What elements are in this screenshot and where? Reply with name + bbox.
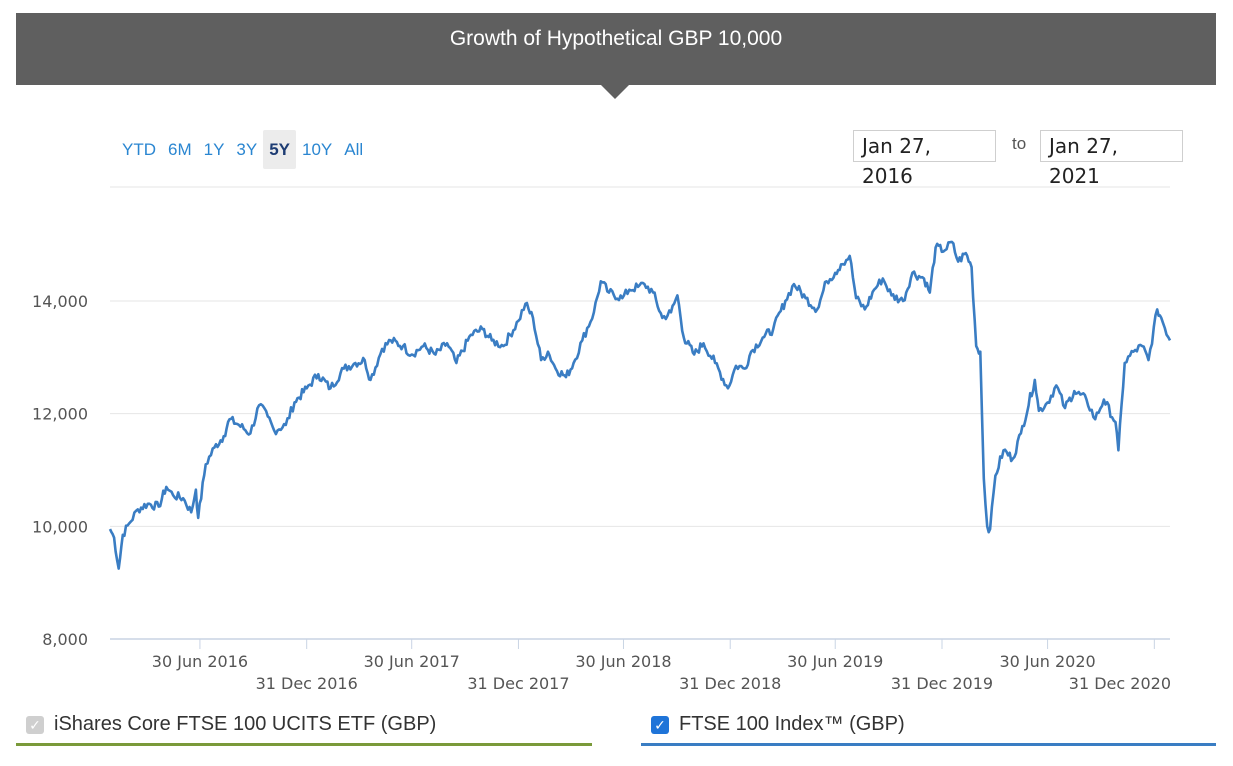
growth-line-chart: 8,000 10,000 12,000 14,000 30 Jun 2016 31 Dec… — [32, 186, 1172, 693]
chart-header: Growth of Hypothetical GBP 10,000 — [16, 13, 1216, 85]
etf-checkbox[interactable]: ✓ — [26, 715, 44, 734]
range-button-ytd[interactable]: YTD — [116, 130, 162, 169]
series-line-ftse-100-index — [108, 240, 1172, 570]
date-to-input[interactable]: Jan 27, 2021 — [1040, 130, 1183, 188]
x-tick-label: 31 Dec 2016 — [256, 674, 358, 693]
range-button-10y[interactable]: 10Y — [296, 130, 338, 169]
x-tick-label: 31 Dec 2017 — [467, 674, 569, 693]
y-tick-label: 10,000 — [32, 517, 88, 536]
range-button-all[interactable]: All — [338, 130, 369, 169]
range-button-5y[interactable]: 5Y — [263, 130, 297, 169]
range-button-6m[interactable]: 6M — [162, 130, 198, 169]
range-selector: YTD 6M 1Y 3Y 5Y 10Y All — [116, 130, 369, 169]
range-button-3y[interactable]: 3Y — [230, 130, 263, 169]
x-tick-label: 30 Jun 2017 — [364, 652, 460, 671]
legend-item-etf[interactable]: ✓ iShares Core FTSE 100 UCITS ETF (GBP) — [16, 706, 592, 746]
x-tick-label: 30 Jun 2020 — [999, 652, 1095, 671]
x-tick-label: 31 Dec 2020 — [1069, 674, 1171, 693]
legend-item-index[interactable]: ✓ FTSE 100 Index™ (GBP) — [641, 706, 1216, 746]
index-checkbox[interactable]: ✓ — [651, 715, 669, 734]
chart-title: Growth of Hypothetical GBP 10,000 — [449, 27, 783, 50]
x-tick-label: 30 Jun 2016 — [152, 652, 248, 671]
y-tick-label: 14,000 — [32, 292, 88, 311]
range-button-1y[interactable]: 1Y — [198, 130, 231, 169]
legend-label-index: FTSE 100 Index™ (GBP) — [679, 713, 905, 735]
x-tick-label: 30 Jun 2019 — [787, 652, 883, 671]
date-separator: to — [1012, 134, 1027, 153]
legend-label-etf: iShares Core FTSE 100 UCITS ETF (GBP) — [54, 713, 437, 735]
x-tick-label: 31 Dec 2018 — [679, 674, 781, 693]
date-from-input[interactable]: Jan 27, 2016 — [853, 130, 996, 188]
y-tick-label: 12,000 — [32, 405, 88, 424]
x-tick-label: 30 Jun 2018 — [575, 652, 671, 671]
header-pointer-arrow — [601, 85, 629, 99]
y-tick-label: 8,000 — [42, 630, 88, 649]
x-tick-label: 31 Dec 2019 — [891, 674, 993, 693]
